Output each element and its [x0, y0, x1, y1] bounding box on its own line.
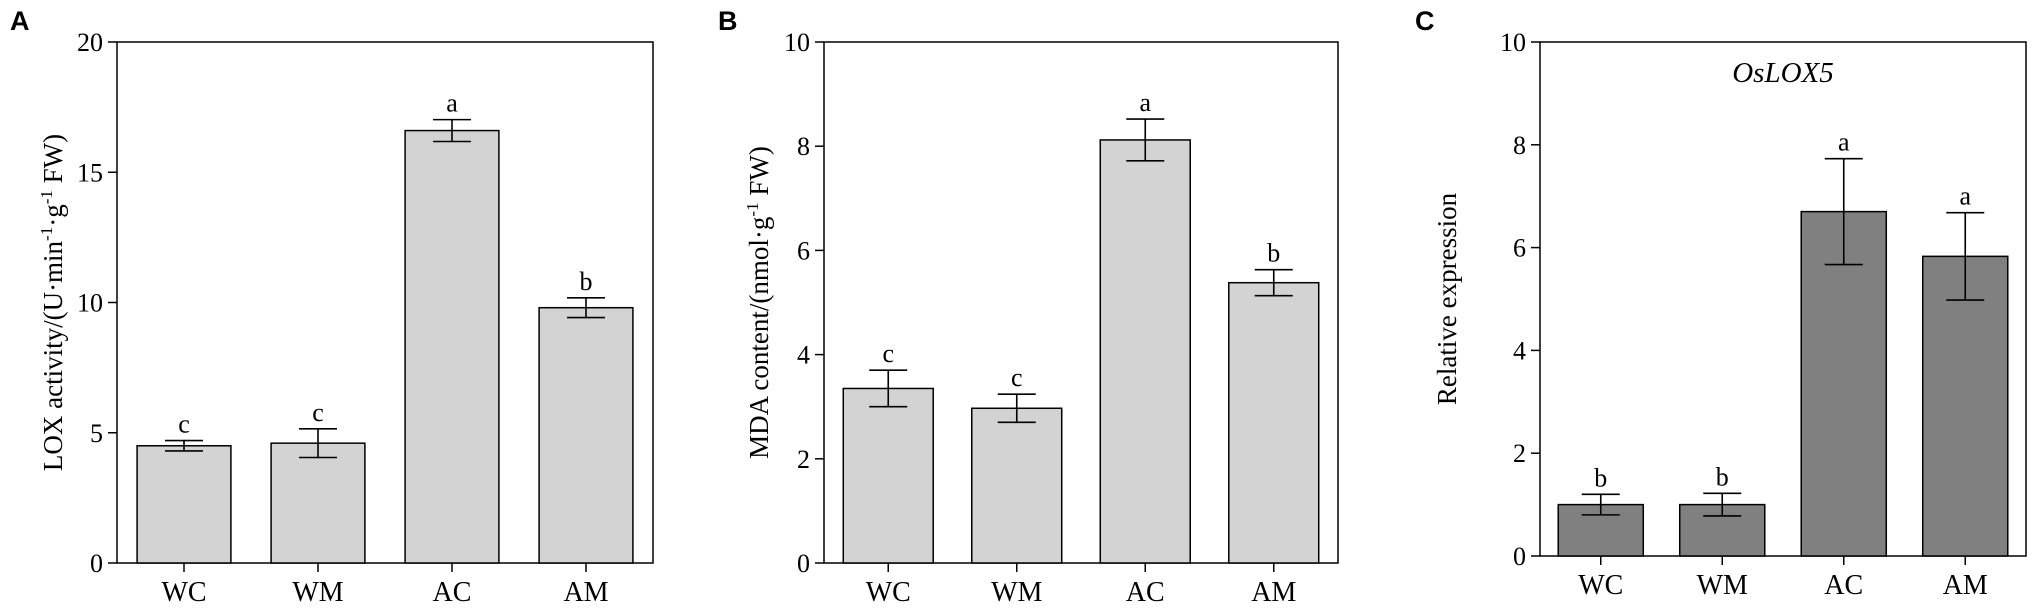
- y-axis-label: LOX activity/(U·min-1·g-1 FW): [37, 134, 68, 471]
- bar: [1228, 281, 1320, 564]
- bar: [842, 387, 934, 564]
- panel-b: B 0 2 4 6 8 10 c WC c WM a AC b AM MDA content/(nmol·g-…: [718, 6, 1339, 608]
- y-axis-label-part: ·g: [38, 204, 68, 227]
- significance-label: a: [1959, 182, 1971, 211]
- significance-label: c: [312, 398, 324, 427]
- y-tick-label: 5: [90, 419, 103, 448]
- category-label: AM: [1943, 570, 1988, 601]
- category-label: WM: [292, 577, 343, 608]
- y-tick-label: 8: [797, 132, 810, 161]
- y-axis-label-part: -1: [37, 227, 56, 241]
- y-tick-label: 4: [797, 341, 810, 370]
- y-axis-label-part: -1: [37, 190, 56, 204]
- y-tick-label: 6: [797, 236, 810, 265]
- panel-letter: A: [10, 6, 30, 36]
- bar: [538, 306, 634, 564]
- panel-c: C 0 2 4 6 8 10 b WC b WM a AC a AM OsLOX5 Relative expre…: [1415, 6, 2027, 601]
- y-tick-label: 0: [90, 549, 103, 578]
- y-tick-label: 10: [77, 289, 103, 318]
- panel-a: A 0 5 10 15 20 c WC c WM a AC b AM LOX activity/(U·min…: [10, 6, 654, 608]
- category-label: WM: [1697, 570, 1748, 601]
- bar: [1099, 139, 1191, 564]
- y-tick-label: 2: [1513, 439, 1526, 468]
- y-axis-label-part: MDA content/(nmol·g: [744, 217, 774, 459]
- y-axis-label-part: -1: [743, 202, 762, 216]
- bar: [136, 445, 232, 564]
- y-axis-label-part: LOX activity/(U·min: [38, 240, 68, 471]
- significance-label: c: [178, 410, 190, 439]
- y-tick-label: 2: [797, 445, 810, 474]
- plot-frame: [1539, 41, 2027, 557]
- bar: [270, 442, 366, 564]
- significance-label: a: [446, 89, 458, 118]
- significance-label: b: [1267, 239, 1280, 268]
- bar: [1921, 255, 2009, 557]
- y-tick-label: 0: [797, 549, 810, 578]
- bar: [971, 407, 1063, 564]
- significance-label: b: [580, 267, 593, 296]
- category-label: WC: [1578, 570, 1623, 601]
- significance-label: c: [1011, 363, 1023, 392]
- y-axis-label: MDA content/(nmol·g-1 FW): [743, 146, 774, 459]
- category-label: WM: [991, 577, 1042, 608]
- significance-label: b: [1594, 463, 1607, 492]
- y-axis-label-part: FW): [744, 146, 774, 202]
- significance-label: a: [1838, 128, 1850, 157]
- bar: [404, 129, 500, 564]
- y-tick-label: 0: [1513, 542, 1526, 571]
- category-label: AC: [433, 577, 472, 608]
- category-label: AC: [1126, 577, 1165, 608]
- y-axis-label: Relative expression: [1432, 192, 1462, 405]
- y-axis-label-part: FW): [38, 134, 68, 190]
- y-tick-label: 10: [784, 28, 810, 57]
- significance-label: a: [1139, 88, 1151, 117]
- category-label: AC: [1824, 570, 1863, 601]
- panel-letter: C: [1415, 6, 1435, 36]
- panel-letter: B: [718, 6, 738, 36]
- significance-label: c: [882, 339, 894, 368]
- significance-label: b: [1716, 462, 1729, 491]
- y-tick-label: 6: [1513, 234, 1526, 263]
- y-tick-label: 10: [1500, 28, 1526, 57]
- y-tick-label: 15: [77, 158, 103, 187]
- category-label: AM: [1251, 577, 1296, 608]
- bar: [1800, 210, 1888, 557]
- y-tick-label: 4: [1513, 336, 1526, 365]
- category-label: WC: [161, 577, 206, 608]
- chart-title: OsLOX5: [1732, 57, 1834, 89]
- plot-frame: [823, 41, 1339, 564]
- y-tick-label: 8: [1513, 131, 1526, 160]
- y-axis-label-part: Relative expression: [1432, 192, 1462, 405]
- category-label: WC: [866, 577, 911, 608]
- category-label: AM: [563, 577, 608, 608]
- y-tick-label: 20: [77, 28, 103, 57]
